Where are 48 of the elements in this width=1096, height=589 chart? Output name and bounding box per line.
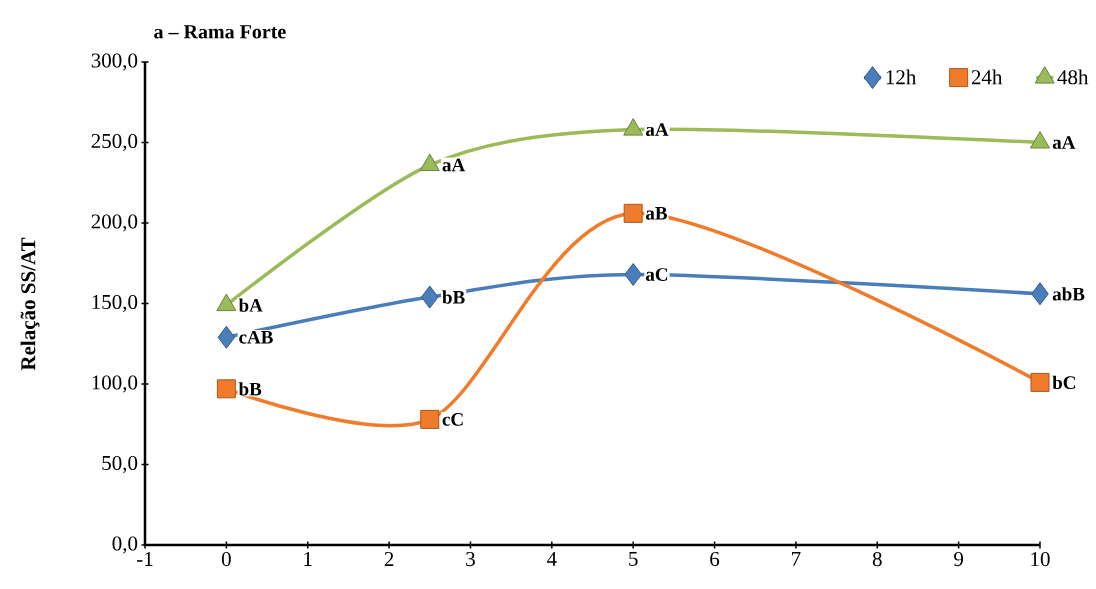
point <box>420 409 440 429</box>
legend-label: 48h <box>1057 69 1089 85</box>
y-tick-label: 300,0 <box>91 53 138 71</box>
y-axis-title: Relação SS/AT <box>20 237 40 371</box>
legend-label: 12h <box>886 69 917 85</box>
point <box>624 263 642 287</box>
point <box>1031 282 1049 306</box>
x-tick-label: 3 <box>466 552 475 567</box>
point <box>1029 131 1051 149</box>
annotation: abB <box>1052 287 1085 301</box>
y-tick-label: 100,0 <box>92 375 138 393</box>
annotation: bA <box>238 298 263 312</box>
x-tick-label: 9 <box>954 552 964 567</box>
annotation: aA <box>1052 136 1076 149</box>
annotation: bC <box>1052 375 1076 390</box>
point <box>421 285 439 309</box>
annotation: bB <box>442 290 465 304</box>
point <box>216 293 237 312</box>
y-tick-label: 50,0 <box>102 455 138 474</box>
x-tick-label: 6 <box>710 552 720 567</box>
x-tick-label: 7 <box>792 552 801 566</box>
y-tick-label: 0,0 <box>112 536 138 554</box>
x-tick-label: 10 <box>1031 552 1050 567</box>
x-tick-label: 8 <box>872 552 882 567</box>
point <box>216 379 236 399</box>
annotation: aC <box>646 268 668 281</box>
point <box>217 325 236 349</box>
annotation: cC <box>442 413 463 426</box>
point <box>419 153 440 172</box>
x-tick-label: -1 <box>137 552 153 566</box>
annotation: cAB <box>239 330 273 344</box>
x-tick-label: 5 <box>629 552 638 566</box>
annotation: aA <box>646 123 669 136</box>
point <box>1030 372 1050 392</box>
point <box>623 203 643 223</box>
x-tick-label: 0 <box>221 552 231 567</box>
legend-label: 24h <box>971 69 1003 85</box>
chart-title: a – Rama Forte <box>154 25 286 39</box>
y-tick-label: 200,0 <box>91 214 138 232</box>
x-tick-label: 4 <box>546 552 557 566</box>
point <box>623 118 644 136</box>
x-tick-label: 2 <box>384 552 394 566</box>
annotation: aB <box>646 207 668 220</box>
y-tick-label: 250,0 <box>91 133 138 152</box>
x-tick-label: 1 <box>304 552 312 566</box>
y-tick-label: 150,0 <box>92 294 138 313</box>
annotation: aA <box>442 158 466 172</box>
annotation: bB <box>238 382 262 396</box>
